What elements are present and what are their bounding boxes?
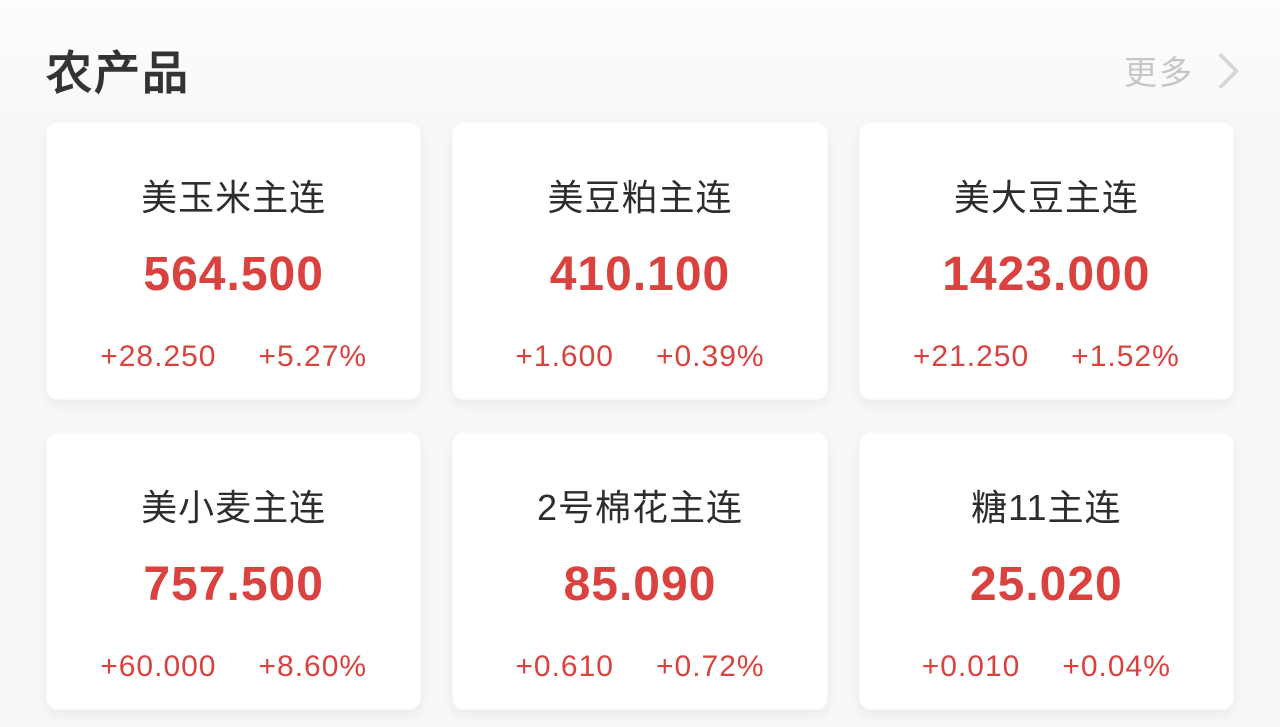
instrument-card-wheat[interactable]: 美小麦主连 757.500 +60.000 +8.60% [46,432,422,710]
instrument-change-row: +0.610 +0.72% [453,650,826,684]
instrument-name: 美豆粕主连 [547,177,733,218]
instrument-card-grid: 美玉米主连 564.500 +28.250 +5.27% 美豆粕主连 410.1… [46,122,1234,710]
instrument-price: 410.100 [549,248,731,301]
instrument-change-percent: +8.60% [258,650,368,683]
instrument-change-value: +0.610 [515,650,614,683]
instrument-change-percent: +1.52% [1071,340,1180,373]
instrument-change-row: +0.010 +0.04% [860,650,1233,684]
instrument-name: 糖11主连 [971,487,1122,528]
more-link[interactable]: 更多 [1124,46,1240,94]
instrument-change-percent: +0.39% [655,340,765,373]
instrument-card-soybean-meal[interactable]: 美豆粕主连 410.100 +1.600 +0.39% [452,122,828,400]
instrument-change-row: +60.000 +8.60% [47,650,420,684]
instrument-card-corn[interactable]: 美玉米主连 564.500 +28.250 +5.27% [46,122,422,400]
instrument-name: 美小麦主连 [141,487,327,528]
instrument-change-value: +0.010 [921,650,1021,683]
instrument-card-soybean[interactable]: 美大豆主连 1423.000 +21.250 +1.52% [858,122,1234,400]
instrument-price: 1423.000 [942,248,1151,301]
instrument-name: 美玉米主连 [141,177,327,218]
instrument-card-sugar[interactable]: 糖11主连 25.020 +0.010 +0.04% [858,432,1234,710]
instrument-change-row: +1.600 +0.39% [453,340,826,374]
instrument-name: 2号棉花主连 [536,487,743,528]
instrument-change-value: +21.250 [912,340,1030,373]
instrument-change-value: +28.250 [100,340,217,373]
instrument-change-row: +28.250 +5.27% [47,340,420,374]
instrument-change-percent: +0.72% [655,650,765,683]
instrument-price: 757.500 [143,558,324,611]
chevron-right-icon [1202,52,1240,90]
instrument-change-percent: +5.27% [258,340,368,373]
section-title: 农产品 [46,47,190,99]
instrument-price: 564.500 [143,248,324,301]
instrument-price: 25.020 [969,558,1123,611]
instrument-change-value: +60.000 [100,650,217,683]
instrument-name: 美大豆主连 [953,177,1139,218]
instrument-card-cotton[interactable]: 2号棉花主连 85.090 +0.610 +0.72% [452,432,828,710]
instrument-price: 85.090 [563,558,717,611]
instrument-change-value: +1.600 [515,340,614,373]
section-header: 农产品 更多 [46,0,1240,122]
instrument-change-percent: +0.04% [1062,650,1171,683]
more-label: 更多 [1124,54,1194,91]
instrument-change-row: +21.250 +1.52% [860,340,1233,374]
